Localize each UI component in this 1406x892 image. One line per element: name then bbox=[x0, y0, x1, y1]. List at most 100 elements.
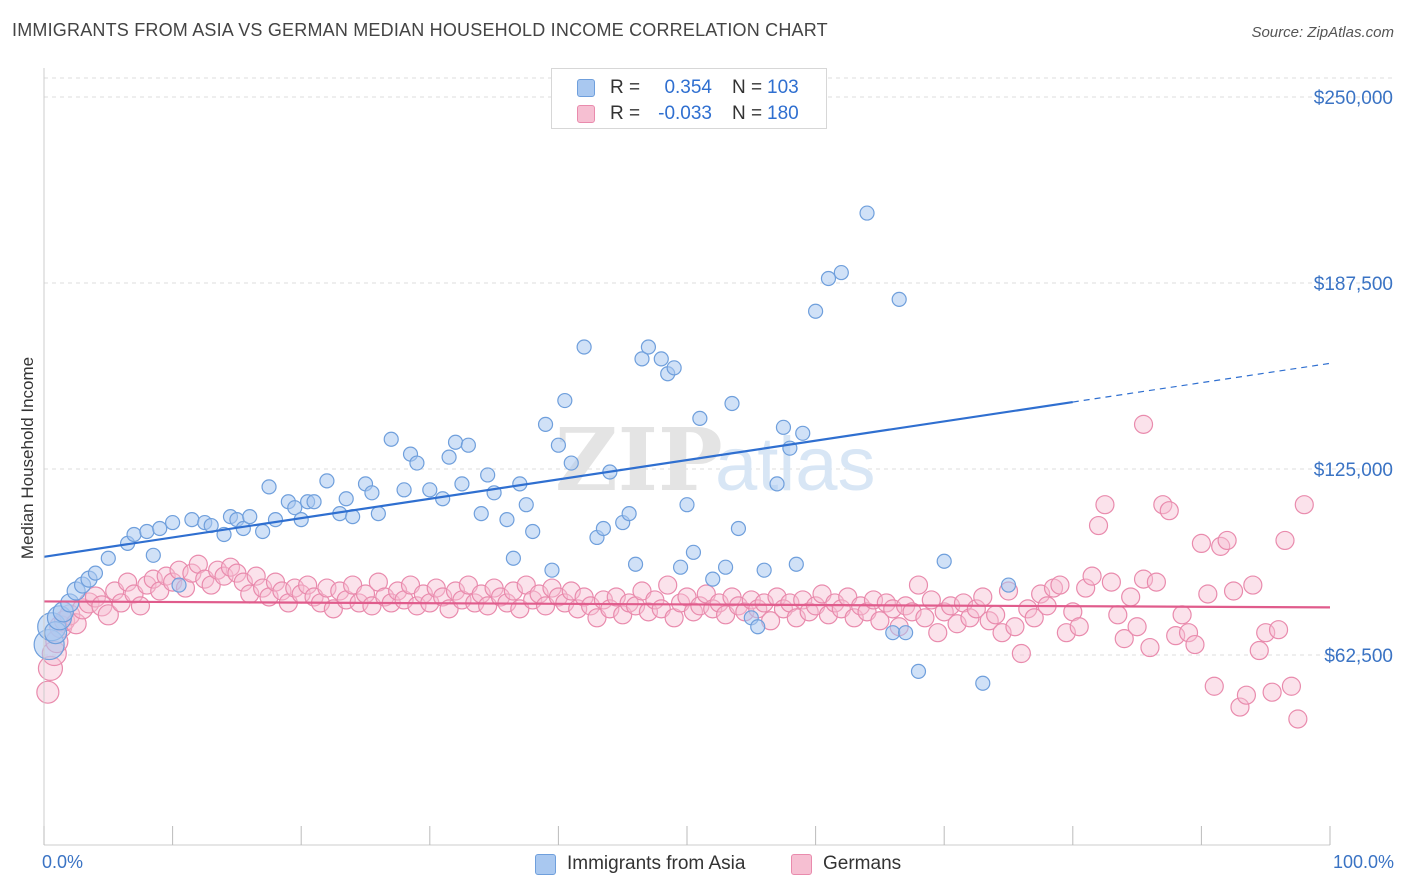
asia-point bbox=[795, 425, 811, 441]
n-label: N = bbox=[732, 103, 763, 124]
asia-point bbox=[717, 559, 734, 575]
asia-point bbox=[306, 494, 322, 510]
x-tick-max: 100.0% bbox=[1332, 852, 1394, 872]
watermark-zip: ZIP bbox=[555, 410, 723, 511]
asia-point bbox=[505, 550, 521, 566]
german-point bbox=[1191, 533, 1212, 554]
asia-point bbox=[87, 565, 104, 581]
german-point bbox=[1101, 572, 1121, 592]
german-point bbox=[130, 596, 151, 616]
asia-point bbox=[833, 264, 849, 281]
german-point bbox=[1294, 495, 1314, 515]
legend-label-germans: Germans bbox=[823, 853, 902, 874]
asia-point bbox=[936, 553, 952, 569]
asia-point bbox=[756, 562, 772, 578]
german-point bbox=[1011, 643, 1031, 664]
asia-point bbox=[525, 523, 541, 540]
german-point bbox=[1069, 617, 1089, 637]
germans-swatch bbox=[577, 105, 595, 123]
asia-point bbox=[435, 491, 451, 507]
german-point bbox=[1095, 495, 1115, 515]
german-point bbox=[928, 623, 948, 643]
asia-point bbox=[666, 360, 682, 376]
asia-point bbox=[145, 547, 161, 563]
asia-point bbox=[544, 562, 560, 578]
asia-point bbox=[672, 559, 689, 575]
legend-label-asia: Immigrants from Asia bbox=[567, 853, 746, 874]
asia-point bbox=[730, 520, 747, 537]
german-point bbox=[1281, 676, 1302, 696]
chart-source: Source: ZipAtlas.com bbox=[1251, 24, 1394, 41]
german-point bbox=[908, 575, 929, 595]
german-point bbox=[1288, 709, 1308, 729]
legend-series: Immigrants from Asia Germans bbox=[0, 852, 1406, 878]
asia-point bbox=[370, 506, 386, 522]
asia-point bbox=[563, 455, 579, 471]
asia-point bbox=[820, 270, 837, 287]
asia-point bbox=[679, 497, 695, 513]
german-point bbox=[1243, 575, 1263, 595]
german-point bbox=[1262, 682, 1282, 702]
y-tick-labels: $62,500 $125,000 $187,500 $250,000 bbox=[1314, 88, 1393, 667]
asia-point bbox=[788, 556, 804, 572]
german-point bbox=[1159, 501, 1179, 521]
asia-point bbox=[750, 619, 766, 635]
german-point bbox=[1005, 617, 1025, 637]
asia-point bbox=[537, 416, 554, 432]
german-point bbox=[1178, 623, 1199, 643]
german-point bbox=[1108, 605, 1128, 625]
asia-point bbox=[165, 514, 181, 531]
asia-point bbox=[634, 351, 650, 367]
r-value-asia: 0.354 bbox=[664, 77, 712, 98]
german-point bbox=[1185, 634, 1205, 655]
german-point bbox=[870, 611, 890, 631]
asia-point bbox=[807, 303, 824, 319]
asia-point bbox=[885, 625, 901, 641]
asia-point bbox=[396, 482, 412, 498]
asia-point bbox=[692, 410, 708, 427]
asia-point bbox=[100, 550, 116, 566]
asia-point bbox=[364, 485, 380, 501]
asia-trend-extension bbox=[1072, 362, 1331, 403]
asia-point bbox=[338, 491, 354, 507]
german-point bbox=[1223, 581, 1244, 601]
german-point bbox=[1268, 620, 1289, 640]
asia-trend-line bbox=[43, 400, 1073, 558]
germans-swatch bbox=[791, 854, 812, 875]
r-label: R = bbox=[610, 77, 641, 98]
asia-point bbox=[769, 476, 785, 492]
asia-point bbox=[550, 437, 567, 453]
asia-point bbox=[383, 431, 399, 447]
n-label: N = bbox=[732, 77, 763, 98]
asia-point bbox=[518, 497, 534, 513]
german-point bbox=[915, 608, 935, 628]
asia-swatch bbox=[535, 854, 556, 875]
r-value-germans: -0.033 bbox=[658, 103, 712, 124]
asia-point bbox=[422, 482, 438, 498]
german-point bbox=[1172, 605, 1192, 625]
asia-point bbox=[267, 511, 284, 528]
asia-point bbox=[255, 523, 271, 540]
asia-point bbox=[447, 434, 464, 450]
asia-swatch bbox=[577, 79, 595, 97]
german-point bbox=[1217, 530, 1237, 551]
german-point bbox=[1088, 515, 1109, 536]
german-point bbox=[966, 599, 986, 619]
y-tick-label: $62,500 bbox=[1324, 646, 1393, 667]
asia-point bbox=[460, 437, 476, 453]
german-point bbox=[1082, 566, 1102, 586]
asia-point bbox=[480, 467, 496, 483]
german-point bbox=[1024, 608, 1044, 628]
asia-point bbox=[454, 476, 470, 492]
legend-row-asia: R = 0.354 N = 103 bbox=[552, 75, 826, 101]
asia-point bbox=[910, 663, 927, 679]
german-point bbox=[1236, 685, 1257, 705]
german-point bbox=[1249, 640, 1269, 661]
asia-point bbox=[152, 520, 168, 537]
asia-point bbox=[627, 556, 644, 572]
asia-points bbox=[33, 205, 1017, 691]
german-point bbox=[1050, 575, 1070, 595]
asia-point bbox=[184, 511, 200, 528]
